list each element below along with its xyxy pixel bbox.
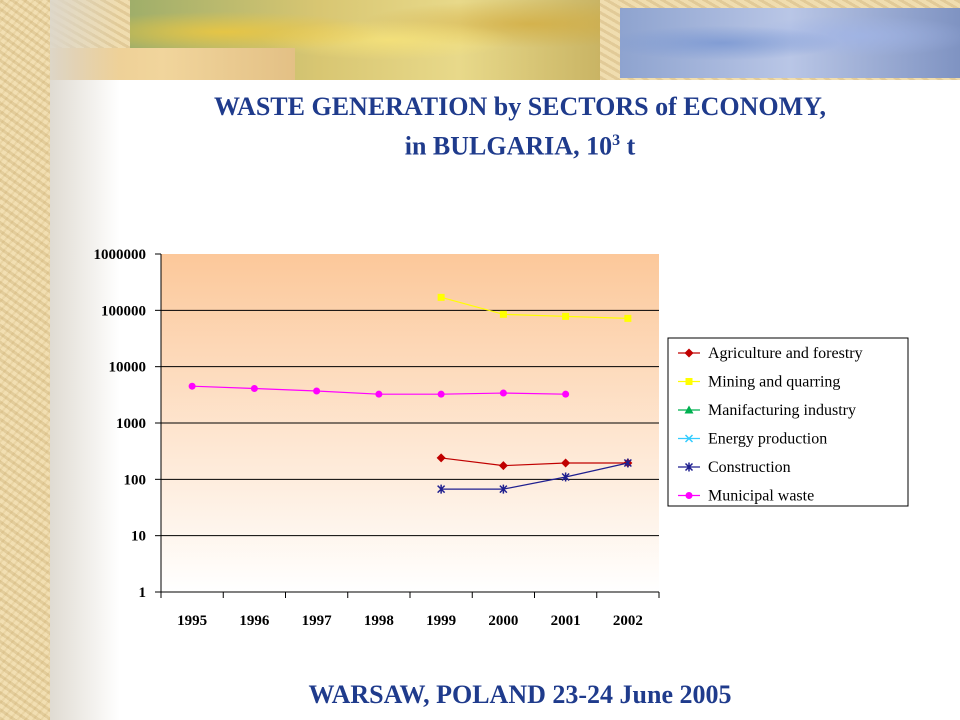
legend-marker bbox=[684, 405, 694, 414]
data-point bbox=[375, 390, 383, 398]
legend-marker bbox=[684, 462, 694, 472]
y-tick-label: 1 bbox=[139, 585, 147, 601]
data-point bbox=[250, 384, 258, 392]
data-point bbox=[562, 312, 570, 320]
legend-label: Manifacturing industry bbox=[708, 402, 856, 419]
series-0 bbox=[436, 453, 633, 471]
data-point bbox=[313, 387, 321, 395]
data-point bbox=[562, 390, 570, 398]
x-tick-label: 1999 bbox=[426, 613, 456, 629]
y-tick-label: 10000 bbox=[109, 360, 147, 376]
data-point bbox=[561, 472, 570, 482]
slide-title: WASTE GENERATION by SECTORS of ECONOMY, … bbox=[100, 90, 940, 164]
title-unit: t bbox=[620, 131, 636, 161]
x-tick-label: 2002 bbox=[613, 613, 643, 629]
title-line-2-text: in BULGARIA, 10 bbox=[404, 131, 613, 161]
legend-label: Energy production bbox=[708, 431, 827, 448]
data-point bbox=[623, 458, 632, 468]
y-tick-label: 1000000 bbox=[94, 247, 147, 263]
legend-label: Construction bbox=[708, 459, 791, 476]
data-point bbox=[624, 314, 632, 322]
series-4 bbox=[437, 458, 632, 494]
legend-label: Agriculture and forestry bbox=[708, 345, 863, 362]
data-point bbox=[498, 461, 508, 471]
y-tick-label: 10 bbox=[131, 529, 146, 545]
data-point bbox=[437, 390, 445, 398]
x-tick-label: 1997 bbox=[302, 613, 333, 629]
data-point bbox=[436, 453, 446, 463]
left-decorative-strip bbox=[0, 0, 50, 720]
data-point bbox=[499, 484, 508, 494]
legend-box bbox=[667, 337, 909, 507]
y-tick-label: 1000 bbox=[116, 416, 146, 432]
title-line-2: in BULGARIA, 103 t bbox=[100, 124, 940, 164]
x-tick-label: 2001 bbox=[551, 613, 581, 629]
series-line bbox=[441, 457, 628, 467]
header-photo-blue-flowers bbox=[620, 8, 960, 78]
x-tick-label: 1996 bbox=[239, 613, 270, 629]
footer-caption: WARSAW, POLAND 23-24 June 2005 bbox=[308, 680, 732, 709]
legend-marker bbox=[685, 378, 693, 385]
legend-marker bbox=[684, 434, 694, 443]
x-tick-label: 2000 bbox=[488, 613, 518, 629]
left-shadow bbox=[50, 0, 120, 720]
data-point bbox=[499, 389, 507, 397]
legend-label: Municipal waste bbox=[708, 488, 814, 505]
series-line bbox=[440, 296, 628, 319]
legend-label: Mining and quarring bbox=[708, 374, 840, 391]
legend-marker bbox=[684, 348, 694, 358]
title-exponent: 3 bbox=[612, 132, 621, 149]
y-tick-label: 100 bbox=[124, 472, 147, 488]
series-5 bbox=[188, 382, 570, 398]
series-line bbox=[441, 462, 629, 490]
y-tick-label: 100000 bbox=[101, 303, 146, 319]
data-point bbox=[188, 382, 196, 390]
title-line-1: WASTE GENERATION by SECTORS of ECONOMY, bbox=[213, 92, 827, 121]
x-tick-label: 1998 bbox=[364, 613, 394, 629]
data-point bbox=[561, 458, 571, 468]
legend-marker bbox=[685, 492, 693, 499]
series-1 bbox=[437, 293, 632, 322]
x-tick-label: 1995 bbox=[177, 613, 207, 629]
data-point bbox=[437, 484, 446, 494]
data-point bbox=[499, 310, 507, 318]
data-point bbox=[437, 293, 445, 301]
